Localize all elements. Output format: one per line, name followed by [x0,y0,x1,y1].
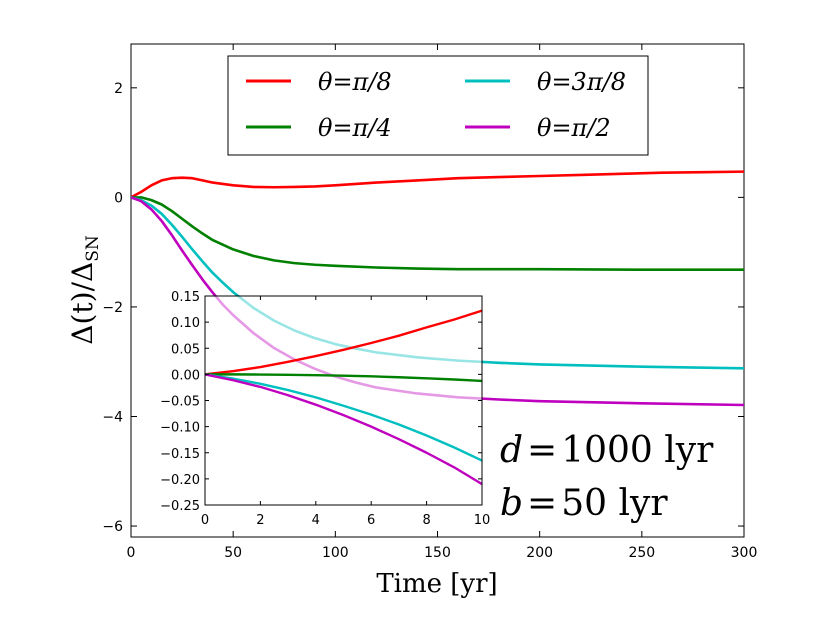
y-tick-label: 0.10 [171,316,200,331]
y-tick-label: −0.05 [160,395,200,410]
x-tick-label: 250 [628,545,655,561]
y-tick-label: −0.10 [160,421,200,436]
y-tick-label: −0.15 [160,447,200,462]
inset-series-lines [205,309,482,486]
inset-backdrop [205,296,482,505]
x-tick-label: 0 [127,545,136,561]
y-tick-label: −6 [102,519,123,535]
y-tick-label: −2 [102,300,123,316]
x-tick-label: 6 [367,513,375,528]
y-tick-label: 0.15 [171,290,200,305]
y-tick-label: 0 [114,190,123,206]
y-tick-label: 2 [114,81,123,97]
legend-label-3pi8: θ=3π/8 [537,68,626,96]
x-axis-label: Time [yr] [376,569,497,599]
y-axis-label-main: Δ(t)/Δ [66,262,99,345]
series-line-0 [205,309,482,376]
legend-label-pi4: θ=π/4 [318,114,392,142]
series-line-0 [131,170,744,199]
x-tick-label: 0 [201,513,209,528]
legend-label-pi8: θ=π/8 [318,68,392,96]
y-tick-label: −0.25 [160,499,200,514]
inset-axis-ticks: 0 2 4 6 8 10 0.15 0.10 0.05 0.00 −0.05 −0.10 −0.15 −0… [160,290,490,528]
series-line-1 [205,373,482,383]
series-line-3 [205,373,482,486]
y-tick-label: −4 [102,409,123,425]
x-tick-label: 10 [474,513,491,528]
x-tick-label: 8 [422,513,430,528]
svg-text:Δ(t)/ΔSN: Δ(t)/ΔSN [66,235,103,345]
x-tick-label: 2 [256,513,264,528]
annotation-distance: d = 1000 lyr [500,430,714,471]
y-tick-label: 0.05 [171,342,200,357]
y-axis-label: Δ(t)/ΔSN [66,235,103,345]
y-axis-label-sub: SN [83,235,103,262]
series-line-2 [205,373,482,462]
annotation-impact-parameter: b = 50 lyr [500,483,668,524]
x-tick-label: 300 [731,545,758,561]
x-tick-label: 150 [424,545,451,561]
y-tick-label: −0.20 [160,473,200,488]
series-line-1 [131,196,744,271]
x-tick-label: 200 [526,545,553,561]
x-tick-label: 50 [224,545,242,561]
legend: θ=π/8 θ=π/4 θ=3π/8 θ=π/2 [227,55,649,156]
x-tick-label: 100 [322,545,349,561]
y-tick-label: 0.00 [171,368,200,383]
legend-box [227,55,649,156]
x-tick-label: 4 [312,513,320,528]
legend-label-pi2: θ=π/2 [537,114,611,142]
